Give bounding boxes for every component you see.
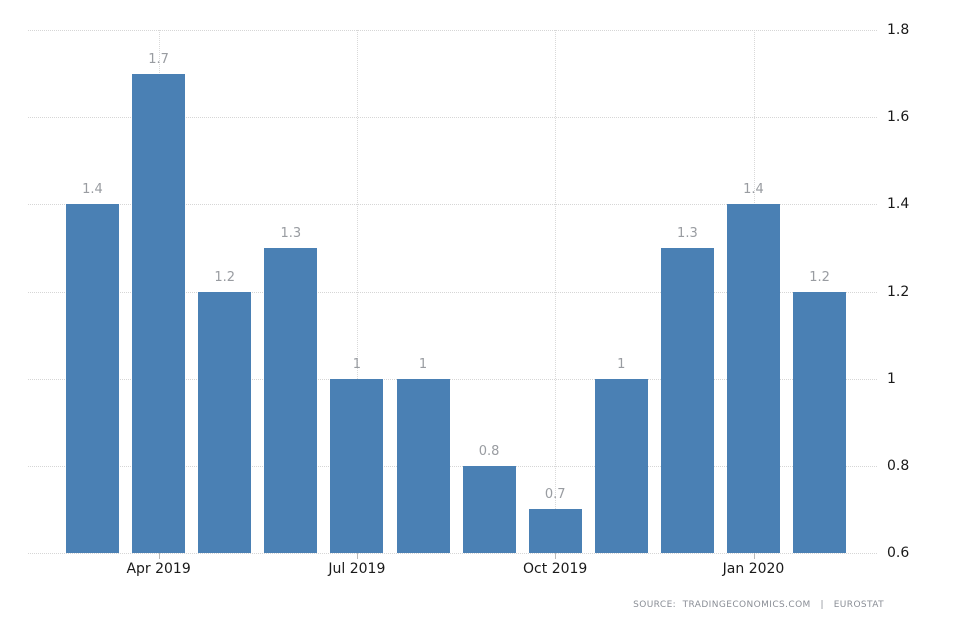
bar[interactable]	[594, 378, 648, 553]
bar[interactable]	[66, 204, 119, 553]
y-tick-label: 0.6	[887, 545, 910, 561]
y-gridline	[28, 291, 877, 293]
x-gridline	[555, 30, 557, 553]
bar-value-label: 1.4	[82, 182, 103, 198]
x-gridline	[356, 30, 358, 553]
bar[interactable]	[528, 509, 582, 553]
bar-value-label: 1.3	[677, 225, 698, 241]
y-tick-label: 1.4	[887, 196, 910, 213]
y-gridline	[28, 204, 877, 206]
bar-value-label: 1	[617, 356, 626, 372]
bar-value-label: 1.2	[214, 269, 236, 285]
bar[interactable]	[198, 291, 252, 553]
bar[interactable]	[462, 465, 516, 553]
y-gridline	[28, 553, 877, 554]
x-tick-label: Oct 2019	[523, 561, 588, 577]
x-axis-tick	[753, 553, 755, 559]
bar-value-label: 0.8	[478, 443, 500, 459]
bar-value-label: 1.4	[743, 182, 764, 198]
bar-value-label: 1	[352, 356, 362, 372]
x-axis-tick	[555, 553, 557, 559]
y-tick-label: 0.8	[887, 457, 910, 474]
bar-value-label: 1.2	[809, 269, 830, 285]
x-tick-label: Jul 2019	[328, 561, 386, 577]
y-tick-label: 1	[887, 370, 896, 387]
y-tick-label: 1.2	[887, 283, 910, 300]
bar[interactable]	[264, 247, 318, 553]
source-text: SOURCE: TRADINGECONOMICS.COM | EUROSTAT	[633, 600, 884, 610]
bar[interactable]	[396, 378, 450, 553]
x-tick-label: Jan 2020	[722, 561, 785, 577]
bar[interactable]	[132, 73, 186, 553]
bar-value-label: 1.3	[280, 225, 302, 241]
x-axis-tick	[356, 553, 358, 559]
y-gridline	[28, 465, 877, 467]
y-gridline	[28, 117, 877, 119]
bar-value-label: 0.7	[544, 487, 566, 503]
y-tick-label: 1.6	[887, 109, 910, 126]
y-tick-label: 1.8	[887, 22, 910, 38]
y-gridline	[28, 30, 877, 31]
x-axis-tick	[158, 553, 160, 559]
x-tick-label: Apr 2019	[126, 561, 191, 577]
bar[interactable]	[793, 291, 847, 553]
bar-value-label: 1.7	[148, 51, 169, 67]
bar[interactable]	[660, 247, 714, 553]
y-gridline	[28, 378, 877, 380]
bar[interactable]	[727, 204, 780, 553]
bar[interactable]	[330, 378, 384, 553]
bar-value-label: 1	[418, 356, 428, 372]
